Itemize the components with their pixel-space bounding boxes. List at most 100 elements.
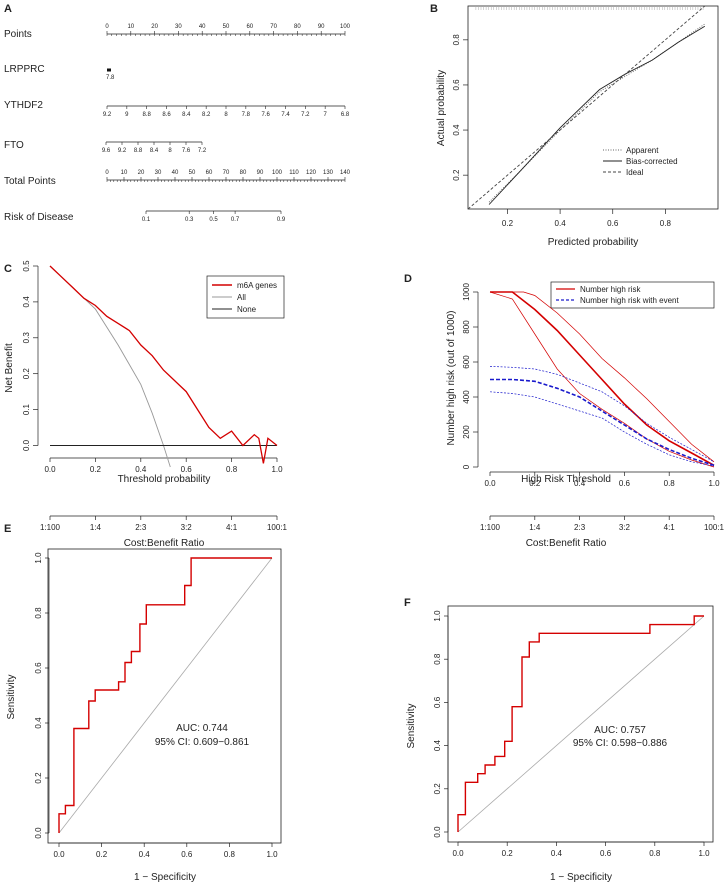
x-axis-label-ratio: Cost:Benefit Ratio — [124, 538, 205, 549]
nomogram-tick-label: 7 — [323, 112, 327, 118]
x-tick-label: 0.6 — [181, 850, 193, 859]
nomogram-tick-label: 0.7 — [231, 217, 240, 223]
ci-annotation: 95% CI: 0.598−0.886 — [573, 738, 668, 749]
legend-label: None — [237, 305, 257, 314]
ratio-tick-label: 1:4 — [529, 523, 541, 532]
nomogram-tick-label: 7.6 — [182, 148, 191, 154]
x-tick-label: 1.0 — [266, 850, 278, 859]
legend: m6A genes All None — [206, 275, 285, 319]
nomogram-tick-label: 100 — [340, 24, 351, 30]
x-tick-label: 0.0 — [53, 850, 65, 859]
nomogram-tick-label: 7.6 — [261, 112, 270, 118]
y-tick-label: 0.4 — [22, 296, 31, 308]
y-axis-label: Sensitivity — [406, 703, 417, 748]
x-axis-label: Predicted probability — [548, 237, 639, 248]
x-tick-label: 0.6 — [181, 465, 193, 474]
bias-corrected-curve — [488, 25, 706, 205]
x-tick-label: 0.6 — [600, 849, 612, 858]
ratio-tick-label: 1:4 — [90, 523, 102, 532]
y-tick-label: 0.6 — [452, 79, 461, 91]
ratio-tick-label: 1:100 — [480, 523, 501, 532]
x-axis-label: 1 − Specificity — [550, 872, 612, 883]
legend: Apparent Bias-corrected Ideal — [603, 146, 678, 177]
nomogram-tick-label: 8.4 — [150, 148, 159, 154]
x-tick-label: 0.4 — [555, 219, 567, 228]
nomogram-tick-label: 70 — [223, 170, 230, 176]
nomogram-tick-label: 40 — [172, 170, 179, 176]
ratio-tick-label: 1:100 — [40, 523, 61, 532]
nomogram-tick-label: 80 — [240, 170, 247, 176]
nomogram-tick-label: 90 — [318, 24, 325, 30]
y-tick-label: 0.2 — [433, 783, 442, 795]
nomogram-tick-label: 10 — [121, 170, 128, 176]
ratio-tick-label: 100:1 — [704, 523, 725, 532]
nomogram-tick-label: 20 — [151, 24, 158, 30]
panel-label-c: C — [4, 263, 12, 275]
ratio-tick-label: 2:3 — [574, 523, 586, 532]
m6a-genes-curve — [49, 265, 278, 464]
y-axis-label: Sensitivity — [6, 674, 17, 719]
x-axis-label-ratio: Cost:Benefit Ratio — [526, 538, 607, 549]
x-tick-label: 0.6 — [619, 479, 631, 488]
x-tick-label: 0.6 — [607, 219, 619, 228]
nomogram-tick-label: 8 — [168, 148, 172, 154]
roc-panel-e: 1 − Specificity Sensitivity AUC: 0.744 9… — [6, 548, 282, 883]
panel-label-a: A — [4, 3, 12, 15]
nomogram-tick-label: 8 — [224, 112, 228, 118]
nomogram-tick-label: 9.6 — [102, 148, 111, 154]
nomogram-tick-label: 80 — [294, 24, 301, 30]
y-tick-label: 200 — [462, 425, 471, 439]
x-tick-label: 0.8 — [649, 849, 661, 858]
calibration-panel: Predicted probability Actual probability… — [436, 5, 719, 248]
y-tick-label: 0.4 — [34, 717, 43, 729]
x-tick-label: 1.0 — [271, 465, 283, 474]
x-tick-label: 1.0 — [708, 479, 720, 488]
legend-label: Apparent — [626, 146, 659, 155]
nomogram-tick-label: 0 — [105, 24, 109, 30]
roc-curve — [58, 557, 272, 833]
nomogram-axis — [107, 68, 111, 72]
nomogram-row-label: FTO — [4, 140, 24, 151]
legend-label: Ideal — [626, 168, 644, 177]
clinical-impact-panel: High Risk Threshold Cost:Benefit Ratio N… — [446, 281, 725, 549]
y-axis-label: Actual probability — [436, 70, 447, 146]
y-tick-label: 0 — [462, 464, 471, 469]
x-tick-label: 0.2 — [529, 479, 541, 488]
reference-diagonal — [58, 557, 273, 834]
nomogram-tick-label: 0.1 — [142, 217, 151, 223]
y-tick-label: 0.2 — [34, 772, 43, 784]
nomogram-tick-label: 50 — [189, 170, 196, 176]
nomogram-tick-label: 8.8 — [142, 112, 151, 118]
nomogram-tick-label: 100 — [272, 170, 283, 176]
y-tick-label: 0.0 — [22, 439, 31, 451]
y-tick-label: 0.8 — [433, 653, 442, 665]
ratio-tick-label: 4:1 — [664, 523, 676, 532]
nomogram-tick-label: 0.3 — [185, 217, 194, 223]
y-axis-label: Number high risk (out of 1000) — [446, 310, 457, 445]
y-tick-label: 0.6 — [433, 696, 442, 708]
y-tick-label: 0.4 — [452, 124, 461, 136]
x-tick-label: 0.0 — [484, 479, 496, 488]
ratio-tick-label: 100:1 — [267, 523, 288, 532]
nomogram-row-label: LRPPRC — [4, 64, 45, 75]
x-tick-label: 0.8 — [224, 850, 236, 859]
y-tick-label: 600 — [462, 355, 471, 369]
legend: Number high risk Number high risk with e… — [550, 281, 715, 309]
nomogram-tick-label: 7.8 — [242, 112, 251, 118]
x-tick-label: 0.8 — [660, 219, 672, 228]
nomogram-tick-label: 30 — [175, 24, 182, 30]
roc-curve — [457, 615, 704, 832]
nomogram-tick-label: 120 — [306, 170, 317, 176]
x-tick-label: 0.4 — [139, 850, 151, 859]
legend-label: m6A genes — [237, 281, 277, 290]
nomogram-tick-label: 140 — [340, 170, 351, 176]
nomogram-tick-label: 60 — [206, 170, 213, 176]
high-risk-event-curve — [490, 378, 715, 467]
panel-label-d: D — [404, 273, 412, 285]
y-tick-label: 0.6 — [34, 662, 43, 674]
x-tick-label: 0.8 — [664, 479, 676, 488]
y-tick-label: 0.0 — [34, 827, 43, 839]
auc-annotation: AUC: 0.757 — [594, 725, 646, 736]
